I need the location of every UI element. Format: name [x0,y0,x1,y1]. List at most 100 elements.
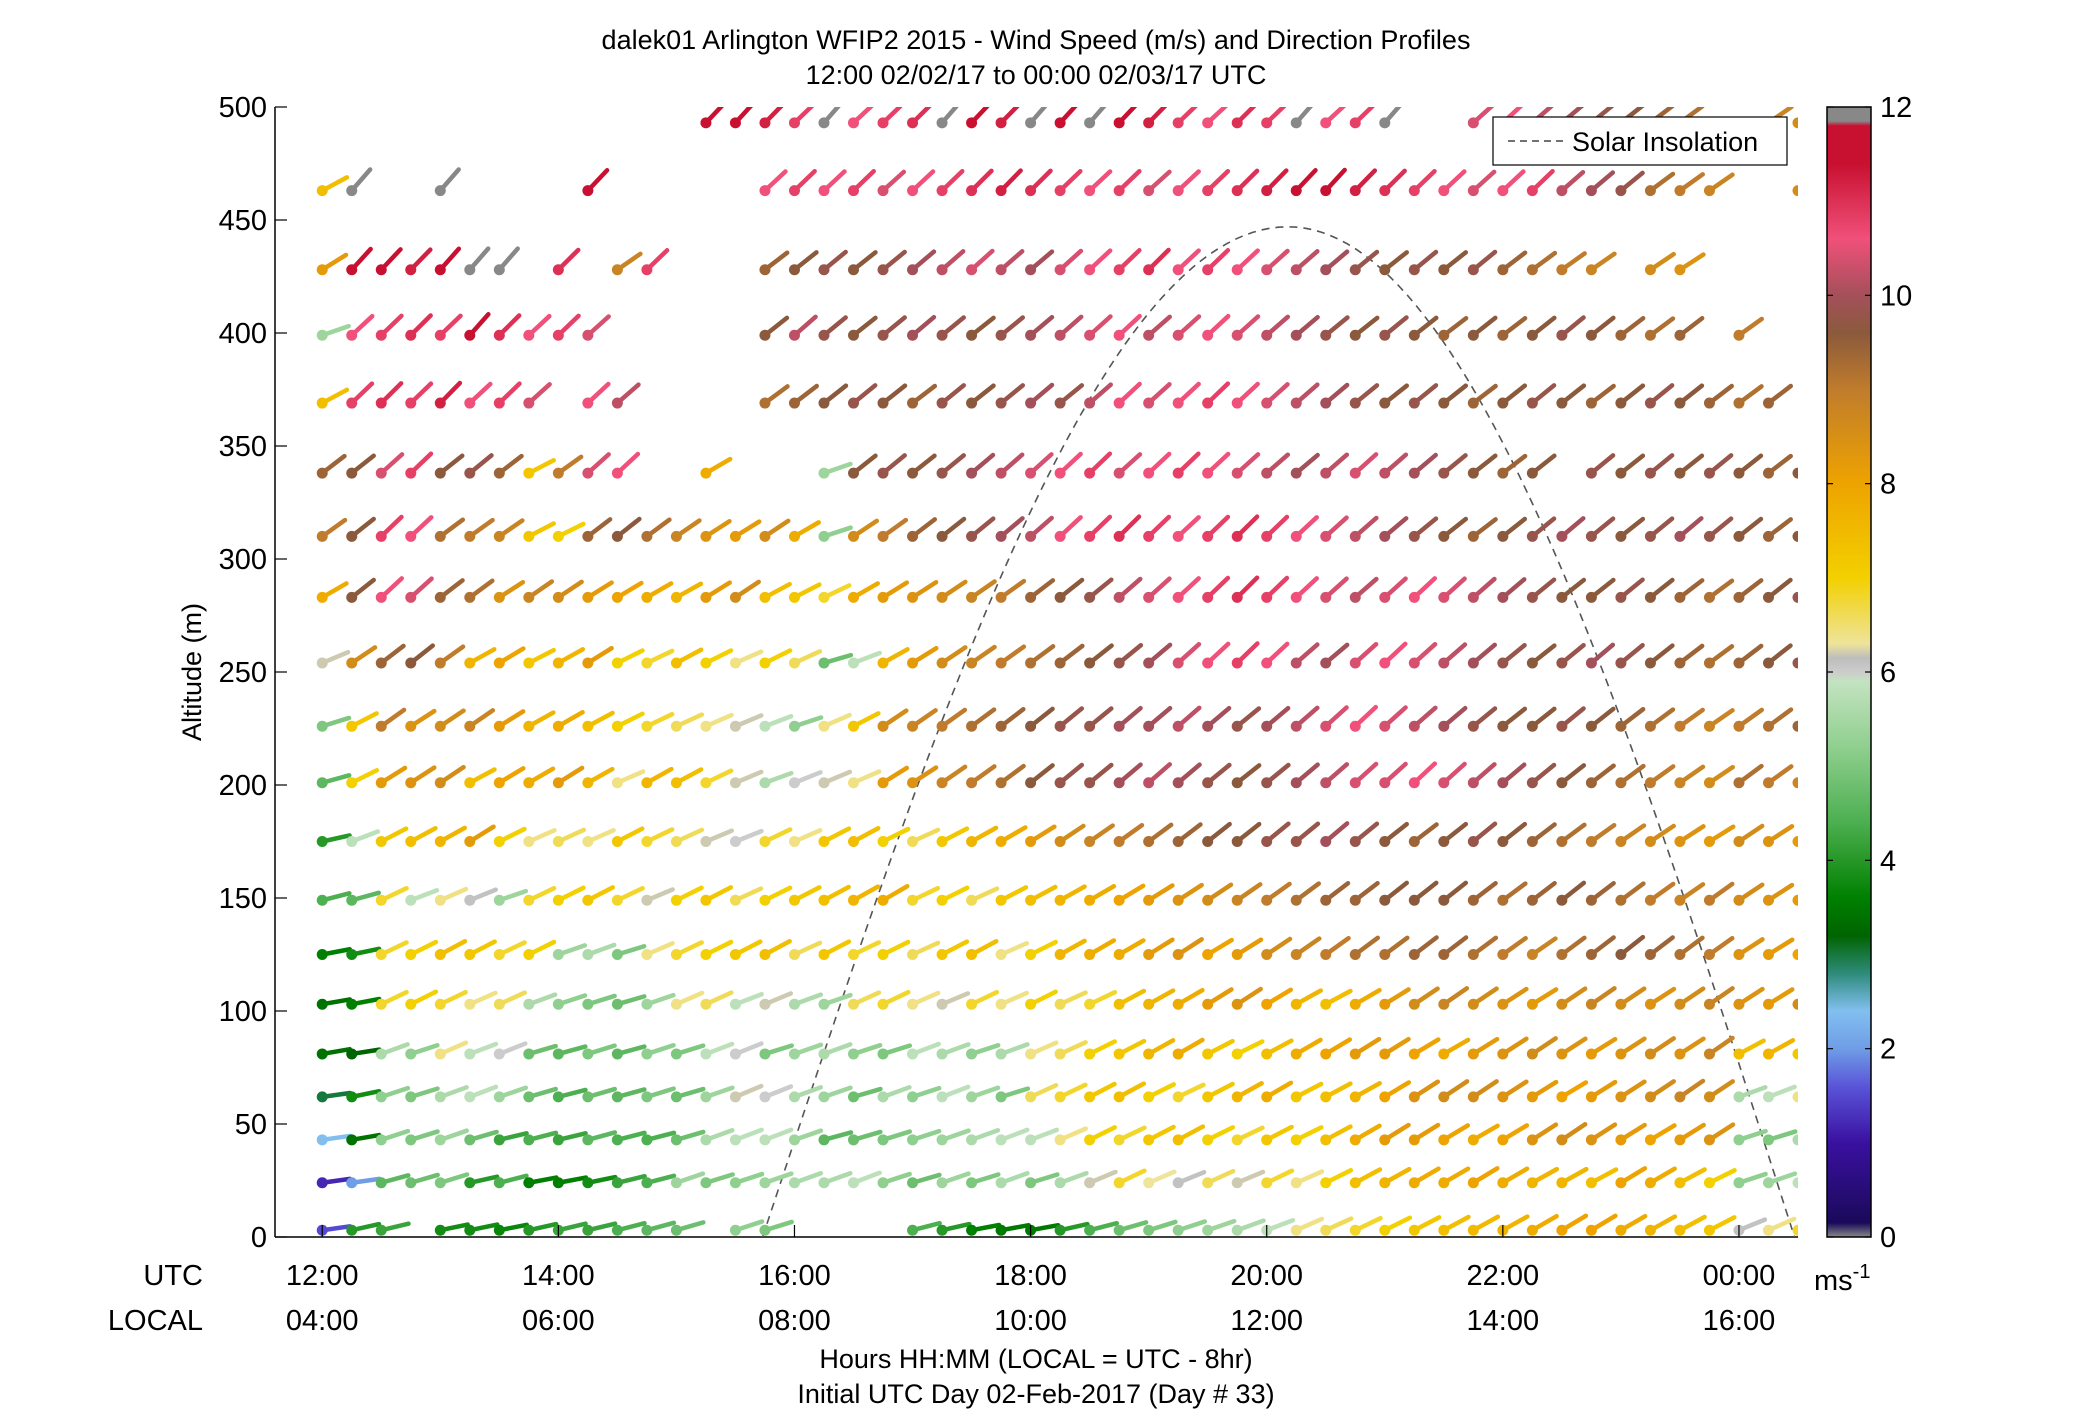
wind-barb [1408,1079,1441,1103]
wind-barb-dot [1025,1048,1037,1060]
wind-barb-dot [1231,185,1243,197]
wind-barb [464,312,491,341]
wind-barb-dot [1054,1048,1066,1060]
wind-barb-dot [1143,329,1155,341]
wind-barb [1320,1216,1354,1236]
wind-barb-dot [1054,998,1066,1010]
wind-barb [582,942,617,960]
wind-barb-dot [1556,397,1568,409]
wind-barb-dot [1084,397,1096,409]
wind-barb-dot [936,998,948,1010]
wind-barb-dot [1644,657,1656,669]
wind-barb-dot [1999,592,2010,603]
wind-barb [1438,761,1467,789]
wind-barb-dot [700,998,712,1010]
wind-barb-dot [1320,657,1332,669]
wind-barb-dot [434,467,446,479]
wind-barb [848,1042,883,1060]
wind-barb-dot [1113,894,1125,906]
wind-barb-dot [1703,185,1715,197]
wind-barb-dot [1290,185,1302,197]
wind-barb [552,709,585,732]
wind-barb [1792,1091,1798,1103]
wind-barb-dot [1644,1134,1656,1146]
wind-barb [1084,248,1113,276]
wind-barb-dot [700,1177,712,1189]
wind-barb [1792,998,1798,1010]
wind-barb [1911,519,1938,542]
wind-barb-shaft [1946,580,1968,597]
wind-barb-dot [1497,949,1509,960]
wind-barb [1940,1041,1970,1059]
wind-barb [464,246,491,276]
wind-barb-dot [700,949,712,960]
wind-barb-dot [405,657,417,669]
wind-barb-dot [966,397,978,409]
wind-barb [759,939,792,960]
wind-barb [670,1220,706,1236]
wind-barb-dot [1467,998,1479,1010]
wind-barb-dot [1261,1048,1273,1060]
wind-barb-shaft [1887,710,1910,726]
wind-barb-dot [1644,530,1656,542]
wind-barb-dot [1113,185,1125,197]
wind-barb-dot [1467,1048,1479,1060]
wind-barb-dot [1320,1091,1332,1103]
wind-barb-dot [493,894,505,906]
wind-barb-dot [464,1134,476,1146]
wind-barb-dot [1792,1091,1798,1103]
wind-barb-dot [405,1048,417,1060]
wind-barb-shaft [1916,942,1941,955]
wind-barb [1467,383,1498,409]
wind-barb-dot [1792,1134,1798,1146]
wind-barb-dot [1379,1177,1391,1189]
wind-barb-dot [523,467,535,479]
wind-barb-dot [1733,1177,1745,1189]
wind-barb-dot [434,264,446,276]
wind-barb [1999,991,2029,1010]
wind-barb [1556,315,1586,341]
wind-barb [1644,516,1675,542]
wind-barb [1556,169,1586,197]
wind-barb-dot [1762,1134,1774,1146]
wind-barb [1172,1037,1205,1060]
wind-barb-dot [523,591,535,603]
wind-barb [1792,777,1798,789]
wind-barb [1644,823,1676,847]
wind-barb-shaft [1975,885,1999,900]
wind-barb [759,250,790,276]
wind-barb-dot [1881,1091,1892,1102]
wind-barb [1320,642,1350,669]
wind-barb-dot [552,467,564,479]
wind-barb-dot [523,998,535,1010]
wind-barb-dot [877,657,889,669]
wind-barb-dot [434,998,446,1010]
wind-barb-dot [1615,836,1627,847]
wind-barb-dot [1408,949,1420,960]
wind-barb-dot [641,949,653,960]
wind-barb [1970,1085,2001,1102]
wind-barb-dot [611,777,623,789]
wind-barb [1320,935,1351,960]
wind-barb [877,883,910,906]
wind-barb [1379,935,1410,960]
wind-barb [1261,762,1291,789]
wind-barb-dot [582,397,594,409]
wind-barb [1143,937,1175,960]
wind-barb-shaft [1975,1222,2002,1230]
wind-barb-dot [346,1224,358,1236]
wind-barb [434,1040,469,1060]
wind-barb-dot [1556,1091,1568,1103]
wind-barb [1999,1172,2030,1188]
wind-barb-dot [700,117,712,129]
wind-barb-dot [936,264,948,276]
wind-barb [1792,591,1798,603]
wind-barb-dot [936,1224,948,1236]
wind-barb-dot [1674,1091,1686,1103]
wind-barb-dot [1143,894,1155,906]
wind-barb-dot [1172,894,1184,906]
wind-barb-dot [1467,591,1479,603]
wind-barb [877,939,911,960]
wind-barb-dot [316,657,328,669]
wind-barb [848,107,874,129]
